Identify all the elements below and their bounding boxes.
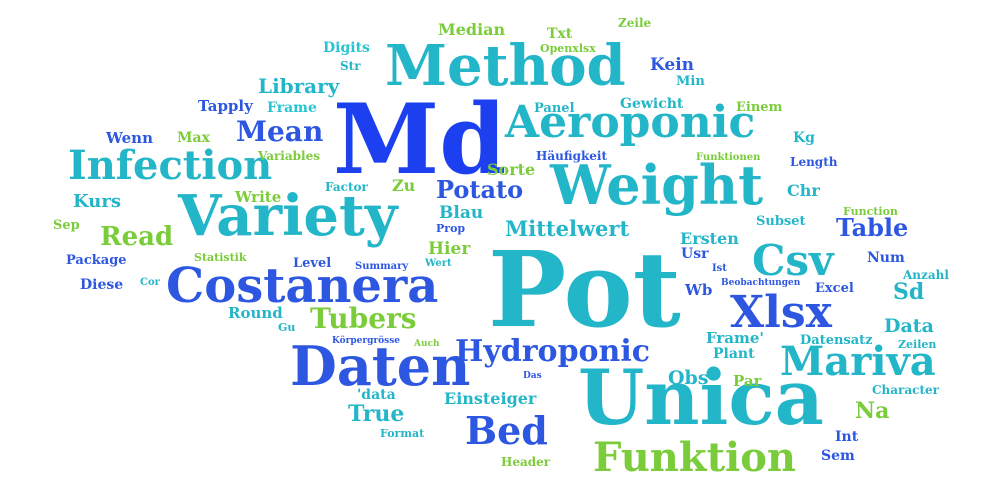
word-int: Int: [835, 429, 859, 445]
word-auch: Auch: [414, 339, 440, 349]
word-summary: Summary: [355, 261, 409, 272]
word-obs: Obs: [668, 367, 709, 389]
word-plant: Plant: [713, 346, 755, 362]
word-aeroponic: Aeroponic: [505, 97, 756, 148]
word-kein: Kein: [650, 55, 695, 75]
word-statistik: Statistik: [194, 251, 247, 264]
word-usr: Usr: [681, 246, 709, 262]
word-subset: Subset: [756, 214, 806, 229]
word-header: Header: [501, 455, 551, 469]
word-true: True: [348, 401, 405, 427]
word-min: Min: [676, 74, 705, 89]
word-mariva: Mariva: [780, 338, 936, 385]
word-sep: Sep: [53, 218, 80, 233]
word-wb: Wb: [685, 281, 713, 299]
word-mean: Mean: [236, 115, 324, 148]
word-factor: Factor: [325, 180, 368, 194]
word-excel: Excel: [815, 281, 854, 296]
word-häufigkeit: Häufigkeit: [536, 149, 608, 163]
word-format: Format: [380, 427, 425, 440]
word-unica: Unica: [578, 353, 824, 442]
word-costanera: Costanera: [166, 258, 439, 314]
word-ersten: Ersten: [680, 229, 739, 248]
word-write: Write: [235, 188, 282, 206]
word-potato: Potato: [436, 175, 524, 204]
word-daten: Daten: [290, 334, 471, 398]
word-character: Character: [872, 383, 939, 397]
word-das: Das: [523, 371, 542, 381]
word-wert: Wert: [425, 258, 452, 269]
word-sorte: Sorte: [487, 160, 536, 179]
word-beobachtungen: Beobachtungen: [721, 278, 801, 288]
word-prop: Prop: [436, 222, 466, 235]
word-level: Level: [293, 256, 332, 271]
word-cor: Cor: [140, 277, 160, 288]
word-zeilen: Zeilen: [898, 338, 937, 351]
word-max: Max: [177, 130, 210, 146]
word-hier: Hier: [428, 239, 471, 259]
word-tubers: Tubers: [310, 302, 417, 335]
word-frame: Frame': [706, 329, 765, 347]
word-panel: Panel: [534, 101, 575, 116]
word-einsteiger: Einsteiger: [444, 389, 537, 408]
word-weight: Weight: [550, 153, 764, 217]
word-blau: Blau: [439, 203, 484, 223]
word-round: Round: [228, 304, 283, 322]
word-variety: Variety: [178, 183, 398, 249]
word-körpergrösse: Körpergrösse: [332, 336, 401, 346]
word-package: Package: [66, 253, 127, 268]
word-sd: Sd: [893, 279, 925, 305]
word-digits: Digits: [323, 40, 370, 56]
word-csv: Csv: [752, 236, 834, 285]
word-sem: Sem: [821, 448, 855, 464]
word-funktionen: Funktionen: [696, 152, 761, 163]
word-hydroponic: Hydroponic: [455, 334, 651, 369]
word-frame: Frame: [267, 100, 317, 116]
word-median: Median: [438, 20, 506, 39]
word-length: Length: [790, 155, 838, 169]
word-diese: Diese: [80, 277, 124, 293]
word-xlsx: Xlsx: [730, 287, 832, 338]
word-function: Function: [843, 205, 898, 218]
word-data: 'data: [357, 387, 396, 403]
word-zeile: Zeile: [618, 16, 652, 30]
word-num: Num: [867, 250, 905, 266]
word-library: Library: [258, 74, 340, 98]
word-anzahl: Anzahl: [903, 268, 949, 282]
word-mittelwert: Mittelwert: [505, 216, 630, 241]
word-bed: Bed: [465, 408, 548, 453]
word-gewicht: Gewicht: [620, 96, 684, 112]
word-funktion: Funktion: [593, 434, 797, 481]
word-datensatz: Datensatz: [800, 333, 873, 348]
word-einem: Einem: [736, 100, 783, 115]
word-read: Read: [100, 222, 174, 252]
word-openxlsx: Openxlsx: [540, 42, 596, 55]
word-zu: Zu: [392, 176, 416, 195]
word-kurs: Kurs: [73, 191, 121, 212]
word-kg: Kg: [793, 130, 815, 146]
word-na: Na: [855, 398, 890, 424]
word-tapply: Tapply: [198, 97, 253, 115]
word-method: Method: [385, 33, 626, 99]
word-data: Data: [884, 315, 934, 337]
word-gu: Gu: [278, 321, 296, 334]
word-table: Table: [836, 213, 909, 242]
word-str: Str: [340, 59, 361, 73]
word-ist: Ist: [712, 263, 727, 274]
word-chr: Chr: [787, 181, 820, 200]
word-pot: Pot: [488, 228, 681, 351]
word-infection: Infection: [68, 142, 273, 189]
word-txt: Txt: [547, 26, 573, 42]
word-par: Par: [733, 372, 762, 390]
word-md: Md: [333, 83, 507, 196]
word-variables: Variables: [258, 149, 320, 163]
word-wenn: Wenn: [106, 129, 153, 147]
